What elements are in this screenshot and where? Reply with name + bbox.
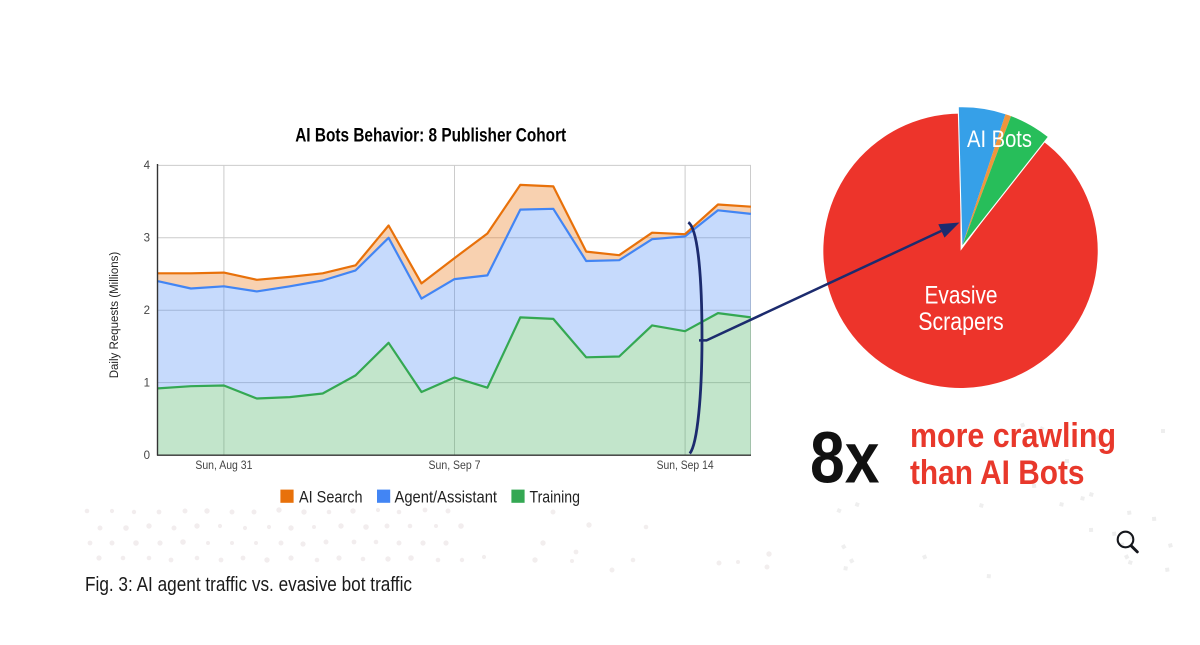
svg-text:3: 3 (144, 233, 150, 245)
svg-text:more crawling: more crawling (910, 417, 1116, 455)
svg-text:Sun, Sep 14: Sun, Sep 14 (657, 460, 715, 472)
svg-text:Training: Training (530, 489, 581, 507)
svg-text:8x: 8x (810, 418, 880, 499)
svg-text:4: 4 (144, 160, 151, 172)
svg-text:Fig. 3: AI agent traffic vs. e: Fig. 3: AI agent traffic vs. evasive bot… (85, 574, 412, 596)
svg-text:Daily Requests (Millions): Daily Requests (Millions) (109, 252, 121, 379)
svg-text:1: 1 (144, 378, 150, 390)
svg-text:than AI Bots: than AI Bots (910, 454, 1085, 492)
svg-text:0: 0 (144, 450, 150, 462)
svg-text:2: 2 (144, 305, 150, 317)
svg-text:Sun, Aug 31: Sun, Aug 31 (195, 460, 252, 472)
svg-text:AI Bots Behavior: 8 Publisher: AI Bots Behavior: 8 Publisher Cohort (295, 125, 566, 147)
svg-text:Evasive: Evasive (925, 282, 998, 310)
svg-text:AI Bots: AI Bots (967, 126, 1032, 153)
svg-text:Scrapers: Scrapers (918, 308, 1004, 336)
svg-text:AI Search: AI Search (299, 489, 363, 507)
svg-text:Sun, Sep 7: Sun, Sep 7 (429, 460, 481, 472)
svg-text:Agent/Assistant: Agent/Assistant (395, 489, 498, 507)
